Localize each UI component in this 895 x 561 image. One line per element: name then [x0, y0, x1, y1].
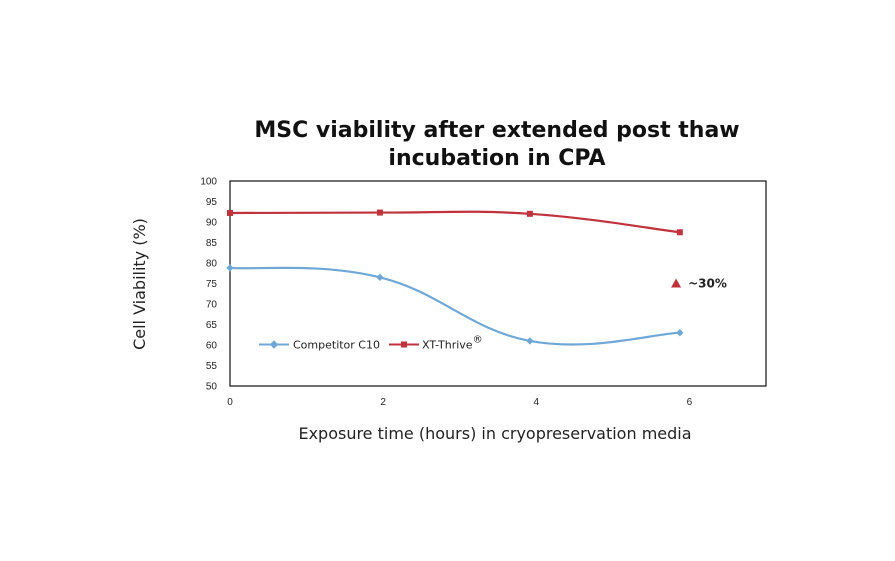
annotation-label: ~30% [688, 277, 727, 291]
series-layer [226, 209, 684, 346]
legend-label-competitor-c10: Competitor C10 [293, 339, 380, 352]
y-tick-label: 100 [200, 177, 217, 188]
series-1-point-2 [526, 210, 533, 217]
y-tick-label: 75 [206, 279, 218, 290]
legend-label-xt-thrive: XT-Thrive® [422, 335, 483, 352]
y-tick-label: 85 [206, 238, 218, 249]
annotation-triangle-marker [671, 278, 682, 288]
y-tick-label: 60 [206, 341, 218, 352]
series-1-point-0 [227, 209, 233, 216]
x-tick-label: 4 [534, 397, 540, 408]
y-axis-label: Cell Viability (%) [130, 218, 149, 350]
x-tick-label: 6 [687, 397, 693, 408]
series-1-point-3 [676, 229, 683, 236]
series-line-0 [229, 266, 680, 346]
legend-label-xt-thrive-name: XT-Thrive [422, 339, 473, 352]
plot-area-frame [229, 180, 767, 387]
legend: Competitor C10 XT-Thrive® [259, 335, 483, 352]
legend-marker-xt-thrive [401, 341, 407, 348]
chart-title-line-2: incubation in CPA [388, 146, 605, 171]
legend-marker-competitor-c10 [269, 340, 279, 349]
series-line-1 [229, 210, 680, 234]
y-tick-label: 95 [206, 197, 218, 208]
series-0-point-2 [526, 337, 534, 345]
y-tick-labels: 50 55 60 65 70 75 80 85 90 95 100 [200, 177, 217, 393]
x-axis-label: Exposure time (hours) in cryopreservatio… [298, 424, 691, 443]
series-0-point-3 [676, 329, 684, 337]
x-tick-label: 0 [227, 397, 233, 408]
y-tick-label: 65 [206, 320, 218, 331]
y-tick-label: 70 [206, 300, 218, 311]
series-0-point-1 [376, 273, 384, 282]
y-tick-label: 50 [206, 382, 218, 393]
annotation: ~30% [671, 277, 727, 291]
y-tick-label: 90 [206, 218, 218, 229]
series-1-point-1 [376, 209, 383, 216]
x-tick-label: 2 [380, 397, 386, 408]
series-0-point-0 [226, 264, 234, 272]
y-tick-label: 80 [206, 259, 218, 270]
legend-label-xt-thrive-superscript: ® [473, 335, 483, 346]
chart-title-line-1: MSC viability after extended post thaw [254, 118, 739, 143]
x-tick-labels: 0 2 4 6 [227, 397, 692, 408]
y-tick-label: 55 [206, 361, 218, 372]
